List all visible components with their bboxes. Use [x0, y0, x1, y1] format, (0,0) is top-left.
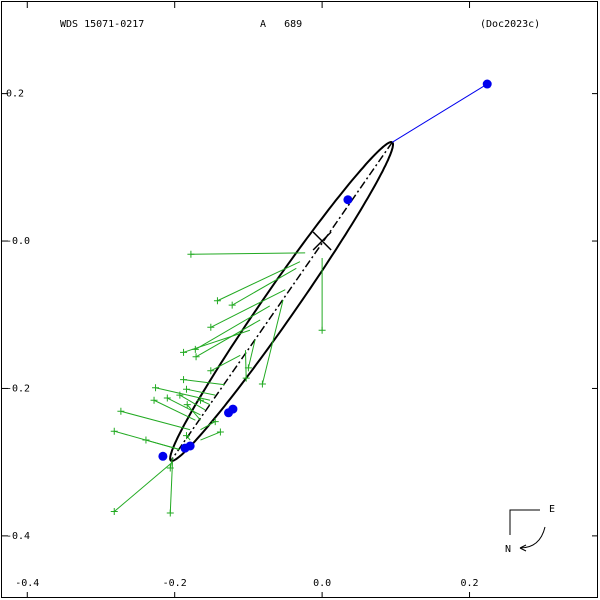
compass-east: E [549, 504, 555, 515]
residual-line [247, 339, 256, 368]
recent-observation [185, 441, 195, 451]
chart-subtitle: A 689 [260, 19, 302, 30]
y-tick-label: 0.2 [6, 89, 24, 100]
observation [242, 374, 250, 382]
y-tick-label: -0.2 [6, 383, 30, 394]
recent-observation [482, 79, 492, 89]
residual-line [183, 329, 251, 353]
observation [150, 396, 158, 404]
observation [211, 418, 219, 426]
observation [110, 508, 118, 516]
recent-residual [391, 83, 488, 143]
residual-line [195, 305, 271, 350]
observation [180, 376, 188, 384]
residual-line [120, 410, 191, 431]
residual-line [186, 404, 201, 421]
recent-observation [158, 451, 168, 461]
residual-line [186, 435, 191, 441]
residual-line [183, 379, 225, 386]
x-tick-label: -0.4 [15, 578, 39, 589]
observation [196, 396, 204, 404]
x-tick-label: 0.2 [461, 578, 479, 589]
observation [163, 394, 171, 402]
observation [110, 427, 118, 435]
reference: (Doc2023c) [480, 19, 540, 30]
residual-line [145, 439, 180, 451]
residual-line [217, 261, 301, 302]
observation [152, 384, 160, 392]
residual-line [179, 394, 206, 411]
observation [216, 428, 224, 436]
observation [228, 301, 236, 309]
recent-observation [343, 195, 353, 205]
observation [258, 380, 266, 388]
observation [192, 353, 200, 361]
residual-line [200, 421, 216, 431]
orbit-ellipse [169, 140, 394, 462]
residual-line [200, 399, 211, 406]
residual-line [210, 289, 286, 328]
residual-line [210, 354, 241, 372]
observation [182, 432, 190, 440]
compass: E N [505, 504, 555, 555]
observation [182, 385, 190, 393]
residual-line [167, 397, 201, 416]
y-tick-label: -0.4 [6, 531, 30, 542]
line-of-apsides [170, 141, 393, 462]
x-tick-label: 0.0 [313, 578, 331, 589]
chart-title: WDS 15071-0217 [60, 19, 144, 30]
observation [166, 509, 174, 517]
residual-line [186, 388, 216, 396]
observation [142, 436, 150, 444]
x-tick-label: -0.2 [163, 578, 187, 589]
observation [176, 391, 184, 399]
observation [207, 367, 215, 375]
residual-line [244, 350, 247, 379]
recent-observation [228, 404, 238, 414]
observation [180, 348, 188, 356]
residual-line [231, 267, 297, 306]
observation [318, 326, 326, 334]
observation [213, 297, 221, 305]
residual-line [261, 299, 284, 385]
observation [117, 407, 125, 415]
observation [183, 401, 191, 409]
residual-line [153, 399, 196, 421]
y-tick-label: -0.0 [6, 236, 30, 247]
residual-line [195, 319, 261, 358]
observation [207, 323, 215, 331]
residual-line [169, 462, 173, 514]
residual-line [200, 431, 221, 441]
residual-line [190, 252, 306, 255]
observation [187, 250, 195, 258]
primary-star [312, 231, 332, 251]
compass-north: N [505, 544, 511, 555]
residual-line [113, 461, 173, 512]
